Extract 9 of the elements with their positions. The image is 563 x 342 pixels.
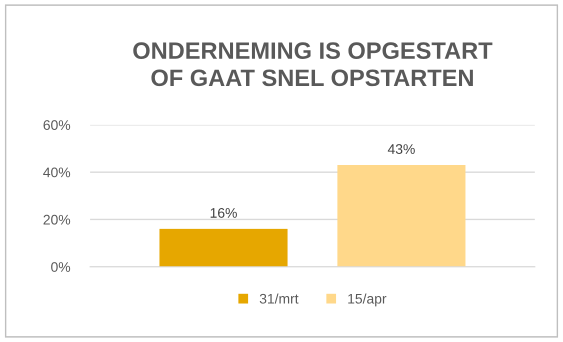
- legend-label: 31/mrt: [260, 293, 298, 304]
- y-tick-label: 40%: [43, 167, 70, 178]
- chart-title: ONDERNEMING IS OPGESTART OF GAAT SNEL OPSTARTEN: [133, 42, 492, 86]
- data-label: 43%: [388, 144, 415, 154]
- data-label: 16%: [210, 208, 237, 218]
- y-tick-label: 60%: [44, 120, 70, 130]
- legend-label: 15/apr: [348, 293, 386, 306]
- y-tick-label: 20%: [44, 214, 70, 225]
- y-tick-label: 0%: [51, 262, 70, 272]
